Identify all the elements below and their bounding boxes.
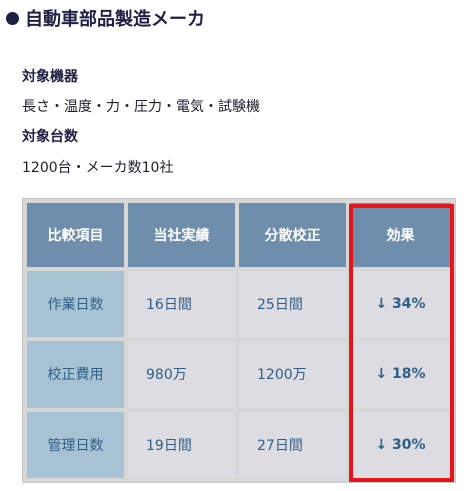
table-header-row: 比較項目 当社実績 分散校正 効果 — [27, 203, 451, 267]
row-item-label: 校正費用 — [27, 341, 124, 408]
header-comparison-item: 比較項目 — [27, 203, 124, 267]
distributed-calibration-cell: 25日間 — [239, 271, 346, 338]
target-count-value: 1200台・メーカ数10社 — [22, 160, 174, 176]
section-heading: 自動車部品製造メーカ — [6, 4, 205, 32]
comparison-table: 比較項目 当社実績 分散校正 効果 作業日数 16日間 25日間 ↓ 34% 校… — [22, 198, 456, 483]
target-equipment-value: 長さ・温度・力・圧力・電気・試験機 — [22, 99, 260, 115]
table-row: 作業日数 16日間 25日間 ↓ 34% — [27, 271, 451, 338]
table-row: 管理日数 19日間 27日間 ↓ 30% — [27, 411, 451, 478]
row-item-label: 管理日数 — [27, 411, 124, 478]
target-equipment-label: 対象機器 — [22, 69, 78, 85]
bullet-icon — [6, 11, 19, 25]
distributed-calibration-cell: 27日間 — [239, 411, 346, 478]
effect-cell: ↓ 18% — [350, 341, 451, 408]
row-item-label: 作業日数 — [27, 271, 124, 338]
header-our-results: 当社実績 — [128, 203, 235, 267]
target-count-label: 対象台数 — [22, 129, 78, 145]
table-row: 校正費用 980万 1200万 ↓ 18% — [27, 341, 451, 408]
distributed-calibration-cell: 1200万 — [239, 341, 346, 408]
our-results-cell: 16日間 — [128, 271, 235, 338]
effect-cell: ↓ 34% — [350, 271, 451, 338]
section-heading-text: 自動車部品製造メーカ — [25, 9, 205, 30]
header-distributed-calibration: 分散校正 — [239, 203, 346, 267]
header-effect: 効果 — [350, 203, 451, 267]
our-results-cell: 980万 — [128, 341, 235, 408]
effect-cell: ↓ 30% — [350, 411, 451, 478]
our-results-cell: 19日間 — [128, 411, 235, 478]
